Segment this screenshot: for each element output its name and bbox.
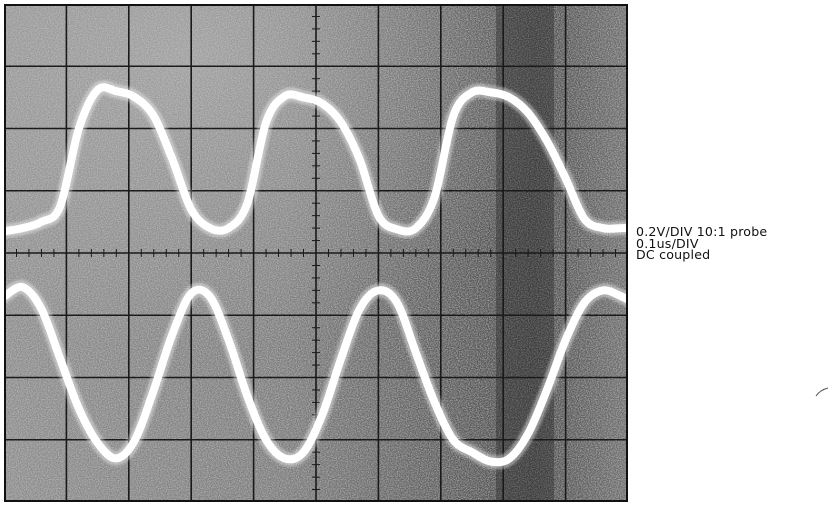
screen-border — [4, 4, 628, 502]
stray-pen-mark — [815, 387, 829, 397]
trace-1 — [4, 83, 628, 236]
coupling-label: DC coupled — [636, 247, 711, 262]
trace-2 — [4, 282, 628, 467]
vertical-scale-label: 0.2V/DIV 10:1 probe — [636, 224, 768, 239]
scope-settings: 0.2V/DIV 10:1 probe 0.1us/DIV DC coupled — [636, 224, 828, 262]
graticule — [4, 4, 628, 502]
oscilloscope-screen — [4, 4, 628, 502]
timebase-label: 0.1us/DIV — [636, 235, 699, 251]
waveform-traces — [4, 80, 628, 470]
